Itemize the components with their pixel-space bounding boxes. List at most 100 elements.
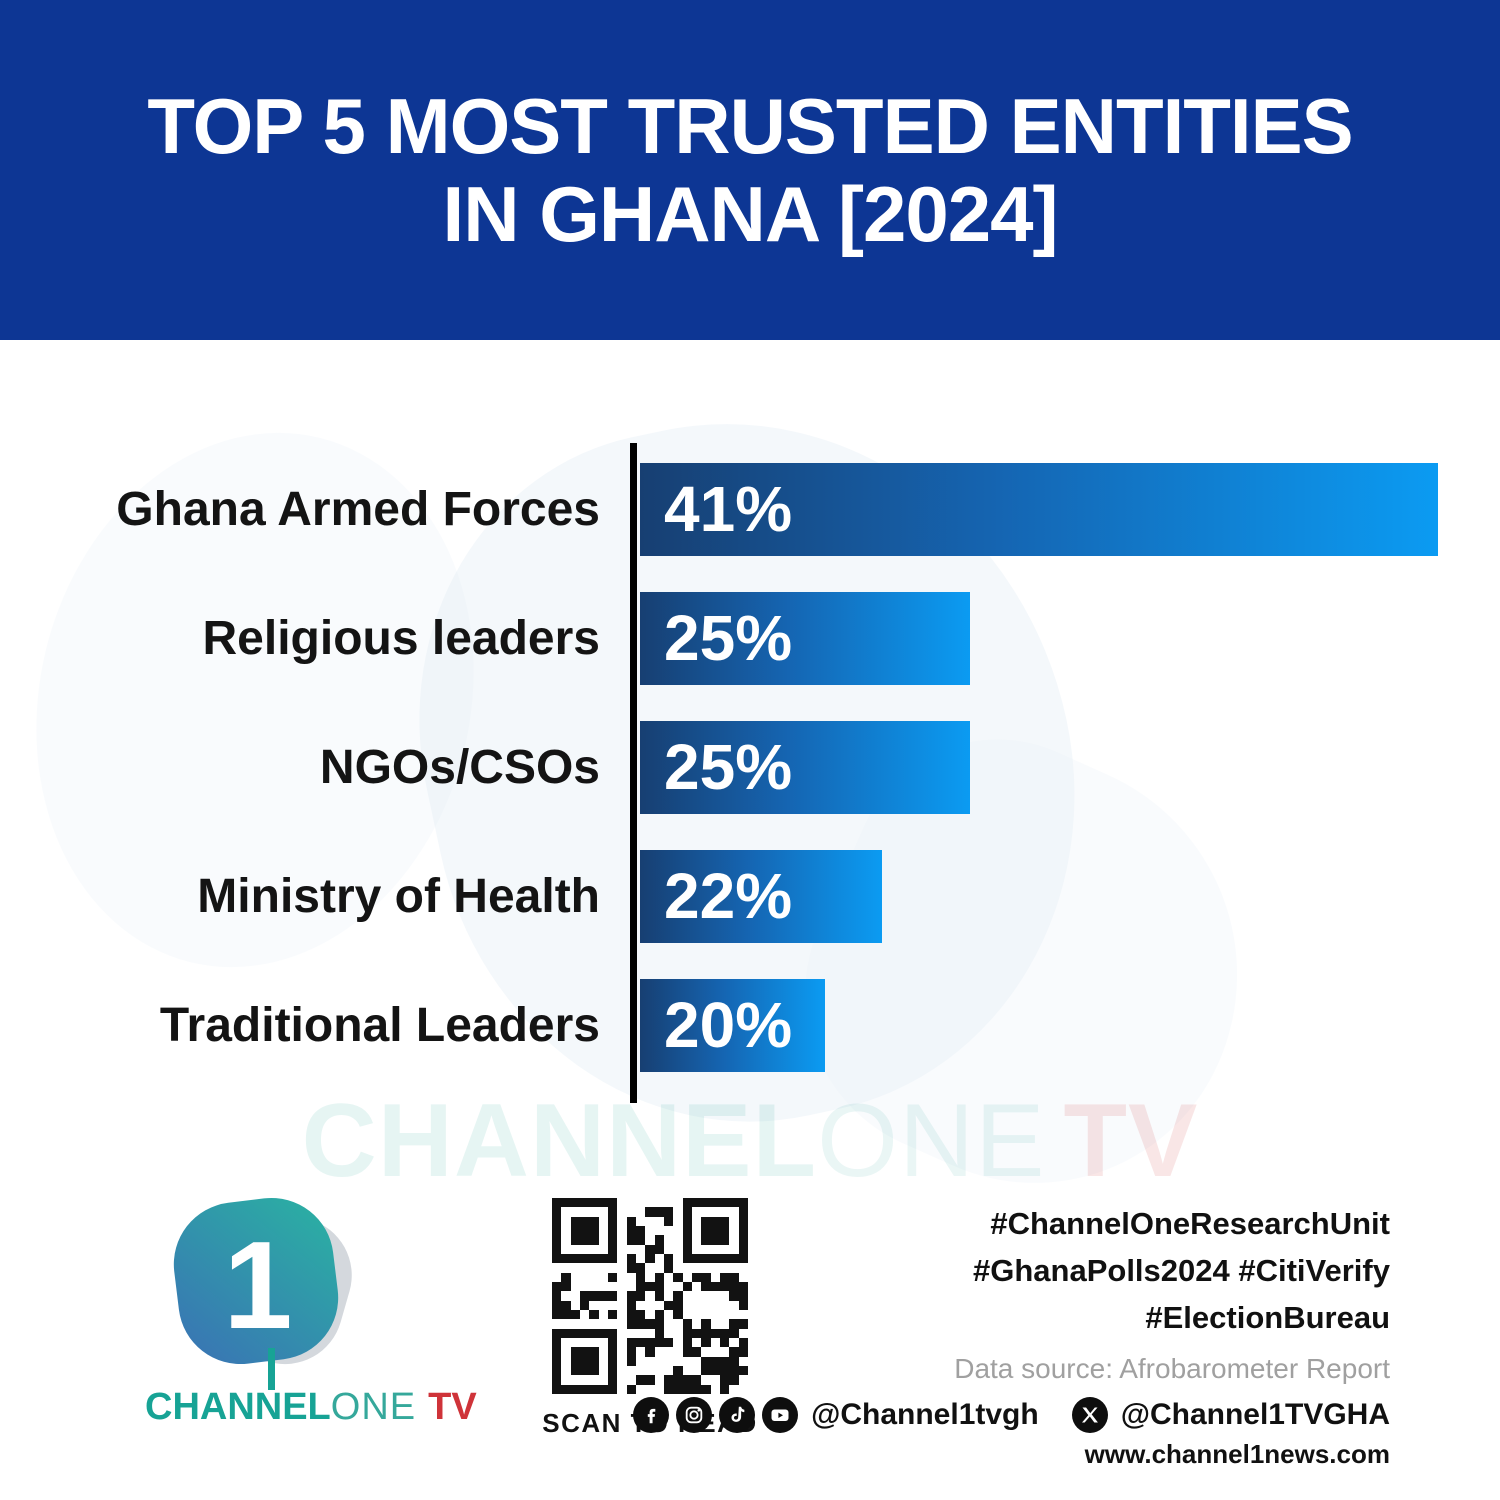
qr-module xyxy=(645,1300,655,1310)
qr-module xyxy=(738,1375,748,1385)
x-icon xyxy=(1071,1397,1108,1433)
qr-module xyxy=(682,1207,692,1217)
qr-module xyxy=(719,1337,730,1348)
qr-module xyxy=(710,1319,720,1329)
qr-module xyxy=(710,1244,720,1254)
qr-module xyxy=(561,1356,571,1366)
qr-module xyxy=(570,1225,580,1236)
qr-module xyxy=(673,1272,683,1282)
qr-module xyxy=(738,1198,748,1208)
qr-module xyxy=(561,1225,571,1236)
qr-module xyxy=(617,1328,627,1338)
qr-module xyxy=(570,1300,580,1310)
qr-module xyxy=(570,1244,580,1254)
svg-text:1: 1 xyxy=(224,1217,293,1355)
bar-5: 20% xyxy=(640,979,825,1072)
qr-module xyxy=(607,1309,618,1320)
qr-module xyxy=(654,1309,664,1320)
qr-module xyxy=(570,1253,580,1264)
watermark-tv: TV xyxy=(1063,1083,1199,1199)
qr-module xyxy=(654,1281,664,1292)
qr-module xyxy=(719,1375,730,1385)
qr-module xyxy=(626,1253,636,1264)
qr-module xyxy=(654,1328,664,1338)
qr-module xyxy=(673,1244,683,1254)
qr-module xyxy=(579,1235,590,1245)
qr-module xyxy=(645,1291,655,1301)
qr-module xyxy=(626,1281,636,1292)
qr-module xyxy=(663,1328,674,1338)
qr-module xyxy=(673,1384,683,1394)
qr-module xyxy=(589,1309,599,1320)
qr-module xyxy=(691,1384,702,1394)
qr-module xyxy=(552,1375,562,1385)
qr-module xyxy=(682,1198,692,1208)
qr-module xyxy=(598,1253,608,1264)
qr-module xyxy=(663,1263,674,1273)
qr-module xyxy=(617,1244,627,1254)
watermark-channel: CHANNEL xyxy=(301,1083,818,1199)
qr-module xyxy=(645,1281,655,1292)
wordmark-channel: CHANNEL xyxy=(145,1386,331,1428)
qr-module xyxy=(673,1281,683,1292)
category-label: Traditional Leaders xyxy=(159,999,600,1052)
qr-module xyxy=(561,1347,571,1357)
qr-module xyxy=(729,1319,739,1329)
qr-module xyxy=(607,1253,618,1264)
qr-module xyxy=(607,1337,618,1348)
qr-module xyxy=(607,1375,618,1385)
youtube-icon xyxy=(762,1397,799,1433)
qr-module xyxy=(570,1281,580,1292)
qr-module xyxy=(570,1263,580,1273)
qr-module xyxy=(626,1244,636,1254)
qr-module xyxy=(663,1281,674,1292)
qr-module xyxy=(645,1244,655,1254)
qr-module xyxy=(701,1300,711,1310)
qr-module xyxy=(654,1207,664,1217)
qr-module xyxy=(607,1281,618,1292)
qr-module xyxy=(552,1253,562,1264)
qr-module xyxy=(729,1365,739,1376)
qr-module xyxy=(598,1365,608,1376)
qr-module xyxy=(673,1347,683,1357)
qr-module xyxy=(579,1281,590,1292)
qr-module xyxy=(701,1244,711,1254)
qr-module xyxy=(635,1347,646,1357)
website-url: www.channel1news.com xyxy=(1084,1439,1390,1469)
qr-module xyxy=(654,1365,664,1376)
qr-module xyxy=(738,1207,748,1217)
qr-module xyxy=(598,1300,608,1310)
qr-module xyxy=(654,1253,664,1264)
qr-module xyxy=(729,1337,739,1348)
qr-module xyxy=(738,1356,748,1366)
qr-module xyxy=(579,1216,590,1226)
qr-module xyxy=(691,1300,702,1310)
qr-module xyxy=(663,1216,674,1226)
qr-module xyxy=(682,1365,692,1376)
qr-module xyxy=(673,1235,683,1245)
qr-module xyxy=(729,1309,739,1320)
qr-module xyxy=(579,1263,590,1273)
qr-module xyxy=(570,1309,580,1320)
qr-module xyxy=(663,1356,674,1366)
category-label: Ministry of Health xyxy=(197,870,600,923)
qr-module xyxy=(579,1328,590,1338)
qr-module xyxy=(719,1347,730,1357)
qr-module xyxy=(598,1337,608,1348)
category-label: Ghana Armed Forces xyxy=(116,483,600,536)
qr-module xyxy=(561,1216,571,1226)
qr-module xyxy=(654,1319,664,1329)
qr-module xyxy=(663,1207,674,1217)
qr-module xyxy=(691,1198,702,1208)
qr-module xyxy=(691,1328,702,1338)
qr-module xyxy=(607,1225,618,1236)
qr-module xyxy=(635,1263,646,1273)
qr-module xyxy=(701,1384,711,1394)
qr-module xyxy=(570,1365,580,1376)
bar-1: 41% xyxy=(640,463,1438,556)
qr-module xyxy=(635,1384,646,1394)
qr-code xyxy=(552,1198,748,1394)
qr-module xyxy=(663,1198,674,1208)
qr-module xyxy=(635,1319,646,1329)
qr-module xyxy=(701,1225,711,1236)
